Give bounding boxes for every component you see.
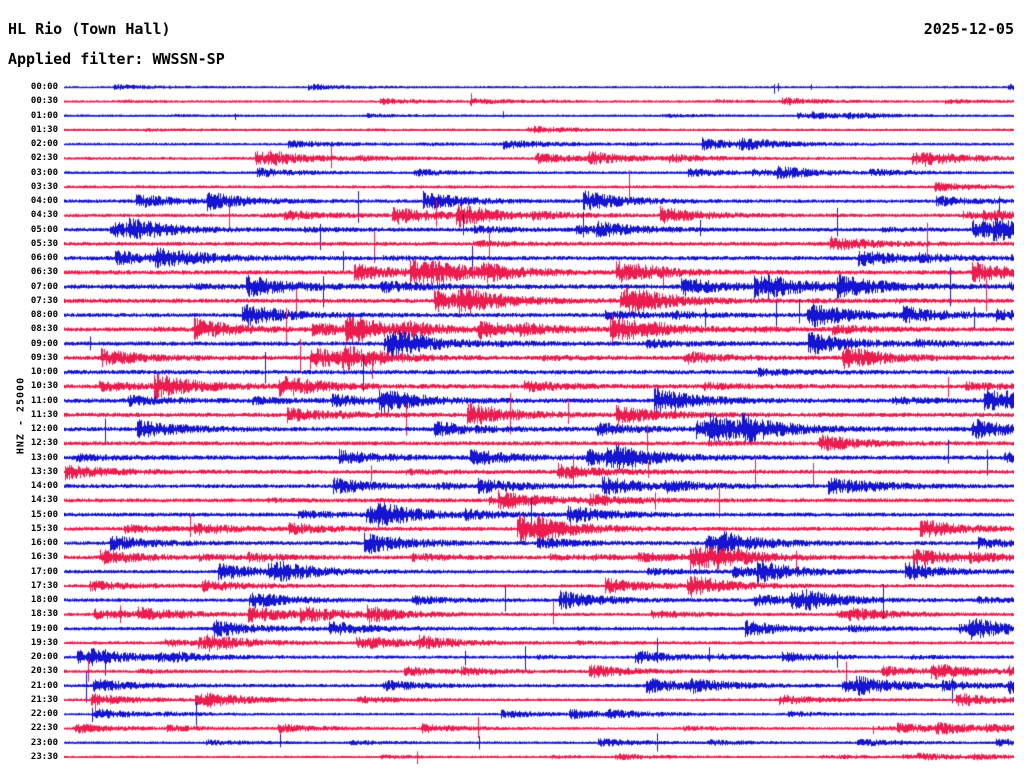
time-label: 19:00	[30, 623, 58, 634]
time-label: 13:00	[30, 452, 58, 463]
time-label: 19:30	[30, 637, 58, 648]
time-label: 18:30	[30, 609, 58, 620]
time-label: 18:00	[30, 595, 58, 606]
time-label: 17:00	[30, 566, 58, 577]
time-label: 12:30	[30, 438, 58, 449]
time-label: 09:00	[30, 338, 58, 349]
time-label: 00:30	[30, 96, 58, 107]
time-label: 23:30	[30, 751, 58, 762]
time-label: 17:30	[30, 580, 58, 591]
time-label: 16:30	[30, 552, 58, 563]
time-label: 06:30	[30, 267, 58, 278]
time-label: 20:00	[30, 652, 58, 663]
date-label: 2025-12-05	[923, 20, 1014, 38]
time-label: 16:00	[30, 538, 58, 549]
time-label: 03:30	[30, 181, 58, 192]
time-label: 05:30	[30, 238, 58, 249]
time-label: 11:30	[30, 409, 58, 420]
time-label: 01:30	[30, 124, 58, 135]
time-label: 14:00	[30, 481, 58, 492]
time-label: 08:30	[30, 324, 58, 335]
time-label: 22:30	[30, 723, 58, 734]
time-label: 09:30	[30, 352, 58, 363]
time-label: 02:00	[30, 139, 58, 150]
time-label: 01:00	[30, 110, 58, 121]
time-label: 21:30	[30, 694, 58, 705]
time-label: 02:30	[30, 153, 58, 164]
time-label: 21:00	[30, 680, 58, 691]
time-label: 20:30	[30, 666, 58, 677]
time-label: 03:00	[30, 167, 58, 178]
station-title: HL Rio (Town Hall)	[8, 20, 171, 38]
time-label: 07:30	[30, 295, 58, 306]
time-label: 07:00	[30, 281, 58, 292]
time-label: 10:30	[30, 381, 58, 392]
time-label: 12:00	[30, 424, 58, 435]
time-label: 14:30	[30, 495, 58, 506]
time-label: 04:00	[30, 196, 58, 207]
time-label: 11:00	[30, 395, 58, 406]
time-label: 15:30	[30, 523, 58, 534]
time-label: 22:00	[30, 709, 58, 720]
time-label: 13:30	[30, 466, 58, 477]
seismogram-traces	[64, 80, 1014, 764]
time-label: 04:30	[30, 210, 58, 221]
time-label: 00:00	[30, 82, 58, 93]
time-label: 06:00	[30, 253, 58, 264]
time-label: 08:00	[30, 310, 58, 321]
time-label: 05:00	[30, 224, 58, 235]
time-label: 23:00	[30, 737, 58, 748]
time-label: 15:00	[30, 509, 58, 520]
time-label: 10:00	[30, 367, 58, 378]
filter-label: Applied filter: WWSSN-SP	[8, 50, 225, 68]
